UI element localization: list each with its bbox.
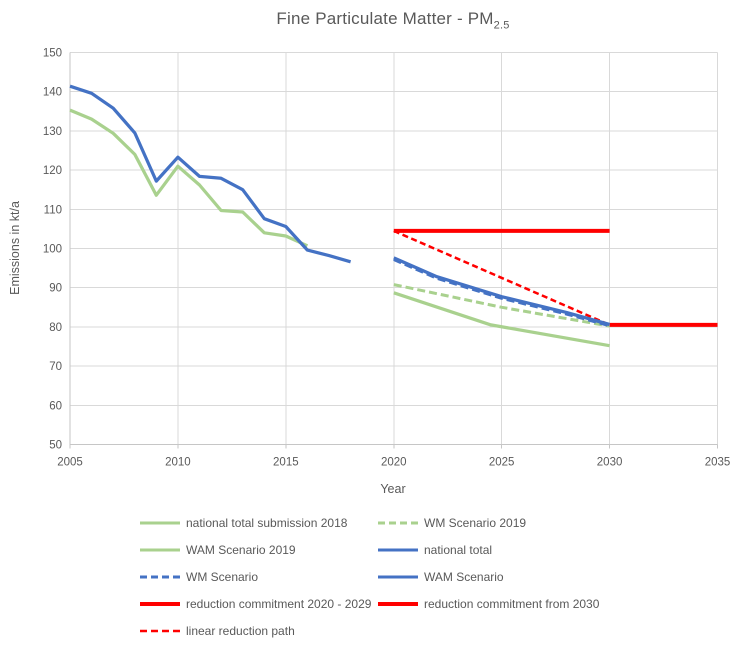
legend-swatch-line — [378, 548, 418, 552]
x-axis-title: Year — [380, 482, 405, 496]
legend-item: national total — [378, 541, 599, 559]
x-tick-label: 2015 — [273, 457, 299, 469]
legend-label: national total submission 2018 — [186, 516, 348, 530]
x-tick-label: 2035 — [705, 457, 731, 469]
y-axis-title: Emissions in kt/a — [8, 201, 22, 295]
axes — [69, 52, 718, 449]
legend-label: reduction commitment 2020 - 2029 — [186, 597, 372, 611]
legend-item: reduction commitment from 2030 — [378, 595, 599, 613]
series-wam-scenario-2019 — [393, 291, 610, 348]
legend-swatch-dashed-line — [140, 629, 180, 633]
y-tick-label: 110 — [44, 204, 62, 216]
legend-swatch-dashed-line — [140, 575, 180, 579]
x-tick-label: 2025 — [489, 457, 515, 469]
legend-item: WAM Scenario 2019 — [140, 541, 378, 559]
legend-item: WM Scenario 2019 — [378, 514, 599, 532]
y-tick-label: 140 — [43, 87, 62, 99]
series-wam-scenario — [393, 256, 611, 327]
legend-item: WAM Scenario — [378, 568, 599, 586]
legend-label: WAM Scenario 2019 — [186, 543, 296, 557]
y-tick-label: 120 — [43, 165, 62, 177]
series-wm-scenario-2019 — [393, 283, 610, 328]
chart-title: Fine Particulate Matter - PM2.5 — [38, 9, 748, 31]
x-tick-label: 2010 — [165, 457, 191, 469]
legend-item: national total submission 2018 — [140, 514, 378, 532]
legend-label: WAM Scenario — [424, 570, 504, 584]
y-tick-label: 50 — [49, 440, 62, 452]
x-tick-label: 2030 — [597, 457, 623, 469]
legend-swatch-line — [140, 548, 180, 552]
gridlines — [70, 52, 718, 445]
legend-label: linear reduction path — [186, 624, 295, 638]
y-tick-label: 90 — [49, 283, 62, 295]
legend-label: reduction commitment from 2030 — [424, 597, 600, 611]
legend-swatch-line — [140, 602, 180, 606]
legend-swatch-dashed-line — [378, 521, 418, 525]
legend-swatch-line — [378, 575, 418, 579]
y-tick-label: 130 — [43, 126, 62, 138]
legend-swatch-line — [378, 602, 418, 606]
y-tick-label: 70 — [49, 361, 62, 373]
legend-swatch-line — [140, 521, 180, 525]
legend-label: WM Scenario — [186, 570, 259, 584]
y-tick-label: 150 — [43, 48, 62, 60]
legend-item: linear reduction path — [140, 622, 378, 640]
y-tick-label: 80 — [49, 322, 62, 334]
chart-legend: national total submission 2018 WM Scenari… — [140, 514, 599, 640]
legend-label: WM Scenario 2019 — [424, 516, 527, 530]
x-tick-label: 2005 — [57, 457, 83, 469]
series-national-total — [69, 84, 352, 264]
x-tick-label: 2020 — [381, 457, 407, 469]
tick-labels: 2005 2010 2015 2020 2025 2030 2035 50 60 70 80 90 10… — [43, 48, 730, 469]
legend-item: WM Scenario — [140, 568, 378, 586]
legend-item: reduction commitment 2020 - 2029 — [140, 595, 378, 613]
chart-title-subscript: 2.5 — [493, 19, 510, 32]
data-series — [69, 84, 718, 348]
y-tick-label: 60 — [49, 400, 62, 412]
series-national-total-submission-2018 — [69, 108, 309, 248]
legend-label: national total — [424, 543, 493, 557]
y-tick-label: 100 — [43, 244, 62, 256]
plot-area: 2005 2010 2015 2020 2025 2030 2035 50 60 70 80 90 10… — [8, 48, 730, 497]
series-linear-reduction-path — [393, 229, 611, 327]
chart-title-text: Fine Particulate Matter - PM — [276, 9, 494, 28]
